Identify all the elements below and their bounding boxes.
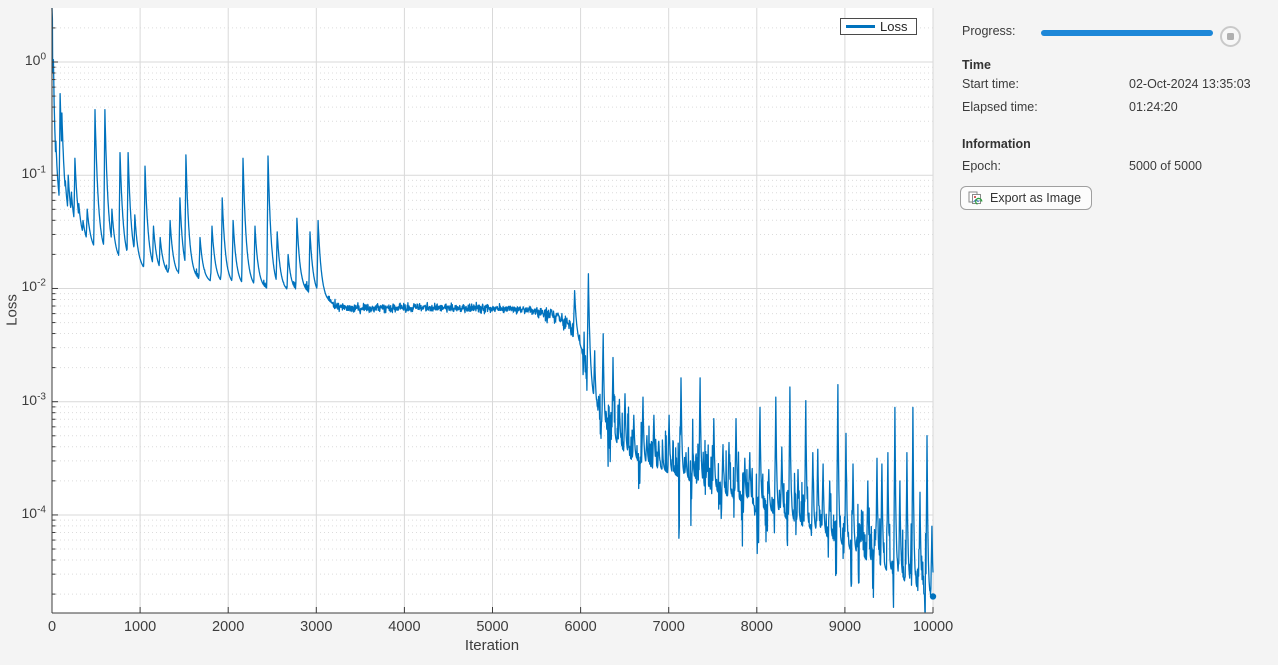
x-tick-label: 9000 xyxy=(828,619,862,635)
x-tick-label: 5000 xyxy=(476,619,509,635)
x-axis-label: Iteration xyxy=(464,637,520,654)
information-section-header: Information xyxy=(962,137,1031,151)
x-tick-label: 3000 xyxy=(300,619,333,635)
epoch-value: 5000 of 5000 xyxy=(1129,159,1202,173)
x-tick-label: 6000 xyxy=(564,619,597,635)
progress-bar-track xyxy=(1041,30,1213,36)
legend-label: Loss xyxy=(880,19,908,34)
x-tick-label: 1000 xyxy=(123,619,157,635)
stop-icon xyxy=(1227,33,1234,40)
progress-label: Progress: xyxy=(962,24,1016,38)
stop-button[interactable] xyxy=(1220,26,1241,47)
y-axis-label: Loss xyxy=(3,294,21,326)
loss-chart-area: Iteration Loss 0 1000 2000 3000 4000 5000 6000… xyxy=(3,7,954,654)
x-tick-label: 4000 xyxy=(388,619,421,635)
start-time-value: 02-Oct-2024 13:35:03 xyxy=(1129,77,1251,91)
legend-line-sample xyxy=(846,25,875,28)
y-tick-label: 10-4 xyxy=(21,504,46,521)
loss-plot xyxy=(51,7,937,614)
y-tick-label: 10-2 xyxy=(21,277,46,295)
export-button-label: Export as Image xyxy=(990,191,1082,205)
export-as-image-button[interactable]: Export as Image xyxy=(960,186,1093,210)
y-tick-label: 10-3 xyxy=(21,391,46,408)
export-image-icon xyxy=(968,191,983,205)
x-tick-label: 10000 xyxy=(912,619,954,635)
start-time-label: Start time: xyxy=(962,77,1019,91)
x-tick-label: 2000 xyxy=(212,619,245,635)
progress-bar-fill xyxy=(1041,30,1213,36)
x-tick-label: 7000 xyxy=(652,619,685,635)
x-tick-label: 0 xyxy=(47,619,57,635)
y-tick-label: 10-1 xyxy=(21,164,46,182)
elapsed-time-label: Elapsed time: xyxy=(962,100,1038,114)
elapsed-time-value: 01:24:20 xyxy=(1129,100,1178,114)
time-section-header: Time xyxy=(962,58,991,72)
epoch-label: Epoch: xyxy=(962,159,1001,173)
y-tick-label: 100 xyxy=(24,51,46,68)
legend: Loss xyxy=(840,18,917,35)
x-tick-label: 8000 xyxy=(740,619,773,635)
